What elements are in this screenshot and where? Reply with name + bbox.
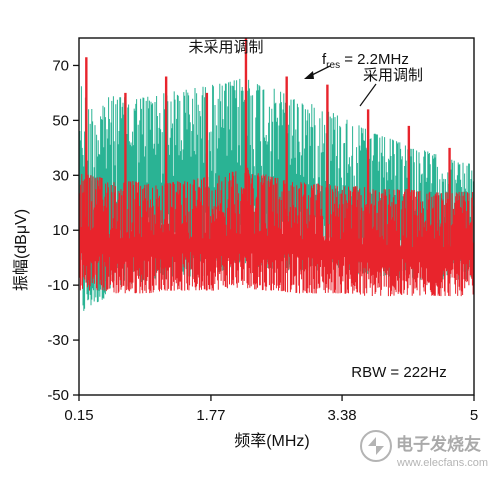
annotation-fres-subscript: res [326, 60, 340, 71]
y-tick-label: -30 [47, 332, 69, 349]
annotation-rbw: RBW = 222Hz [351, 364, 446, 381]
x-tick-label: 3.38 [327, 407, 356, 424]
y-axis-label: 振幅(dBμV) [12, 209, 30, 291]
logo-mark-icon [360, 430, 392, 462]
x-axis-label: 频率(MHz) [234, 432, 310, 450]
x-tick-label: 1.77 [196, 407, 225, 424]
annotation-with-modulation: 采用调制 [363, 67, 423, 84]
x-tick-label: 5 [470, 407, 478, 424]
logo-text: 电子发烧友 [396, 434, 481, 454]
annotation-fres-arrowhead [304, 71, 314, 79]
plot-frame [78, 37, 475, 396]
y-tick-label: 70 [52, 57, 69, 74]
annotation-fres-value: = 2.2MHz [340, 51, 409, 68]
annotations: 未采用调制 fres = 2.2MHz 采用调制 RBW = 222Hz [188, 39, 446, 381]
logo-url: www.elecfans.com [396, 457, 488, 469]
brand-logo: 电子发烧友 www.elecfans.com [360, 430, 488, 469]
x-axis-ticks: 0.15 1.77 3.38 5 [64, 395, 478, 424]
annotation-fres-symbol: f [322, 51, 327, 68]
annotation-with-modulation-leader [359, 83, 377, 107]
y-axis-ticks: -50 -30 -10 10 30 50 70 [47, 57, 79, 404]
plot-area [79, 38, 474, 311]
y-tick-label: 50 [52, 112, 69, 129]
y-tick-label: -10 [47, 277, 69, 294]
y-tick-label: 30 [52, 167, 69, 184]
x-tick-label: 0.15 [64, 407, 93, 424]
y-tick-label: -50 [47, 387, 69, 404]
y-tick-label: 10 [52, 222, 69, 239]
annotation-no-modulation: 未采用调制 [188, 39, 263, 56]
annotation-fres: fres = 2.2MHz [322, 51, 409, 71]
series-without-modulation-peaks [85, 38, 451, 258]
